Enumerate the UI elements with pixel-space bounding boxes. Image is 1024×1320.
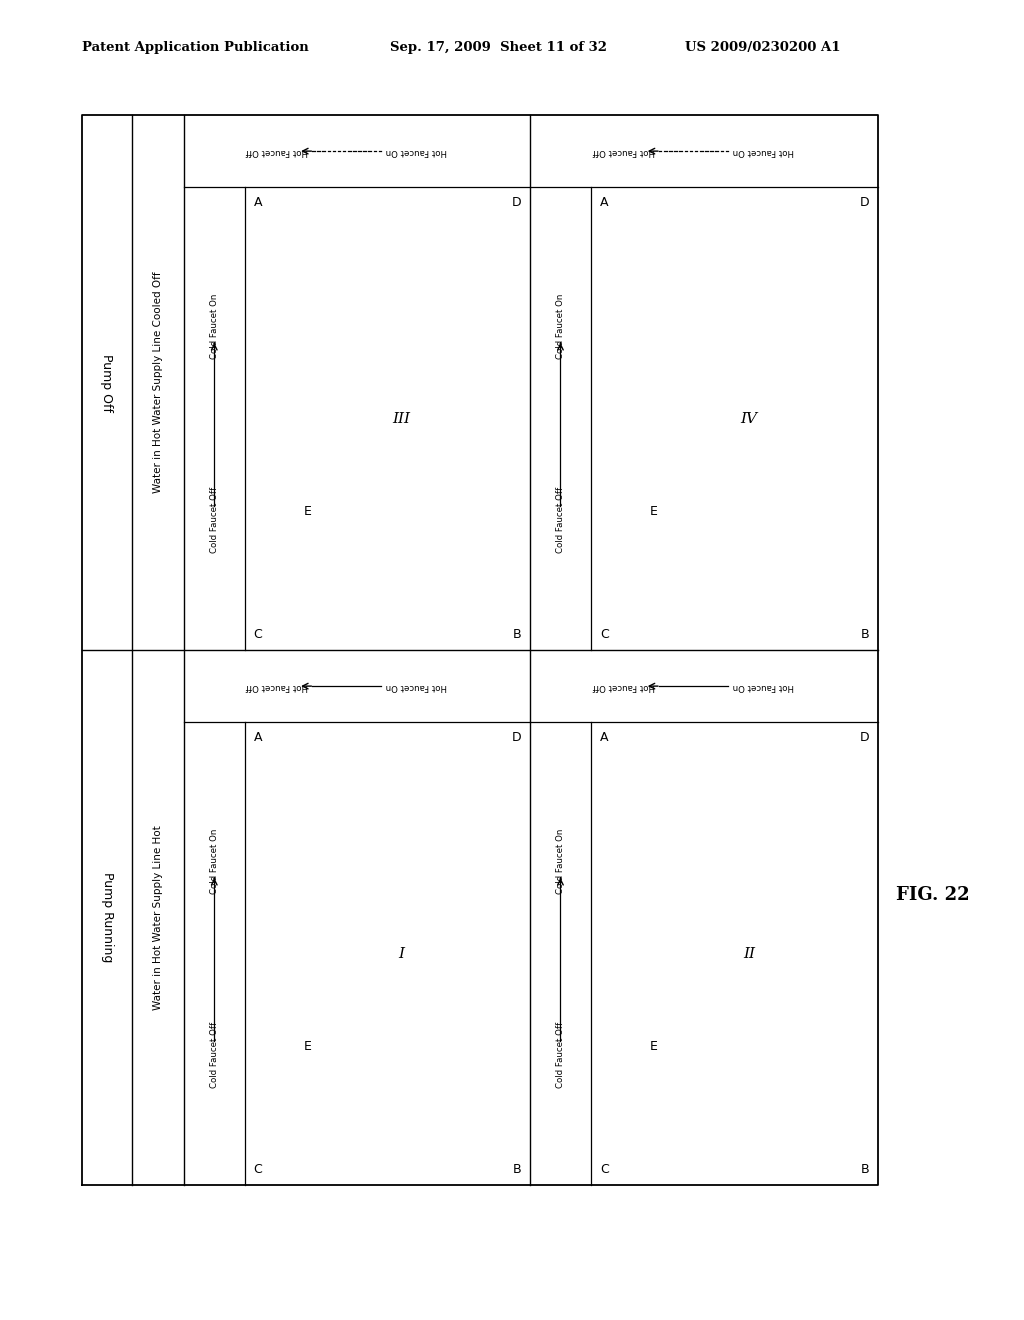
Text: C: C (254, 628, 262, 642)
Text: Hot Faucet On: Hot Faucet On (385, 147, 446, 156)
Text: E: E (650, 1040, 658, 1052)
Text: E: E (303, 1040, 311, 1052)
Text: IV: IV (740, 412, 758, 425)
Text: A: A (254, 731, 262, 744)
Text: B: B (860, 628, 869, 642)
Text: III: III (392, 412, 411, 425)
Text: II: II (742, 946, 755, 961)
Text: E: E (650, 504, 658, 517)
Text: D: D (859, 731, 869, 744)
Text: Water in Hot Water Supply Line Hot: Water in Hot Water Supply Line Hot (153, 825, 163, 1010)
Text: Hot Faucet On: Hot Faucet On (732, 147, 794, 156)
Text: Cold Faucet On: Cold Faucet On (556, 293, 565, 359)
Text: I: I (398, 946, 404, 961)
Text: Cold Faucet Off: Cold Faucet Off (556, 487, 565, 553)
Text: D: D (511, 731, 521, 744)
Text: D: D (511, 197, 521, 210)
Text: Pump Running: Pump Running (100, 873, 114, 962)
Text: Patent Application Publication: Patent Application Publication (82, 41, 309, 54)
Text: E: E (303, 504, 311, 517)
Text: Cold Faucet Off: Cold Faucet Off (556, 1023, 565, 1089)
Text: Hot Faucet Off: Hot Faucet Off (593, 147, 655, 156)
Text: Hot Faucet Off: Hot Faucet Off (593, 681, 655, 690)
Text: Cold Faucet On: Cold Faucet On (210, 829, 219, 894)
Text: Pump Off: Pump Off (100, 354, 114, 412)
Text: Cold Faucet On: Cold Faucet On (556, 829, 565, 894)
Text: FIG. 22: FIG. 22 (896, 886, 970, 904)
Text: A: A (600, 197, 608, 210)
Text: Cold Faucet Off: Cold Faucet Off (210, 487, 219, 553)
Text: C: C (254, 1163, 262, 1176)
Text: C: C (600, 628, 608, 642)
Text: A: A (254, 197, 262, 210)
Text: Hot Faucet On: Hot Faucet On (732, 681, 794, 690)
Text: US 2009/0230200 A1: US 2009/0230200 A1 (685, 41, 841, 54)
Text: C: C (600, 1163, 608, 1176)
Text: B: B (860, 1163, 869, 1176)
Text: Hot Faucet On: Hot Faucet On (385, 681, 446, 690)
Text: Water in Hot Water Supply Line Cooled Off: Water in Hot Water Supply Line Cooled Of… (153, 272, 163, 494)
Text: D: D (859, 197, 869, 210)
Text: Cold Faucet On: Cold Faucet On (210, 293, 219, 359)
Text: Hot Faucet Off: Hot Faucet Off (247, 681, 308, 690)
Text: Hot Faucet Off: Hot Faucet Off (247, 147, 308, 156)
Text: B: B (512, 1163, 521, 1176)
Text: Cold Faucet Off: Cold Faucet Off (210, 1023, 219, 1089)
Text: B: B (512, 628, 521, 642)
Text: Sep. 17, 2009  Sheet 11 of 32: Sep. 17, 2009 Sheet 11 of 32 (390, 41, 607, 54)
Text: A: A (600, 731, 608, 744)
